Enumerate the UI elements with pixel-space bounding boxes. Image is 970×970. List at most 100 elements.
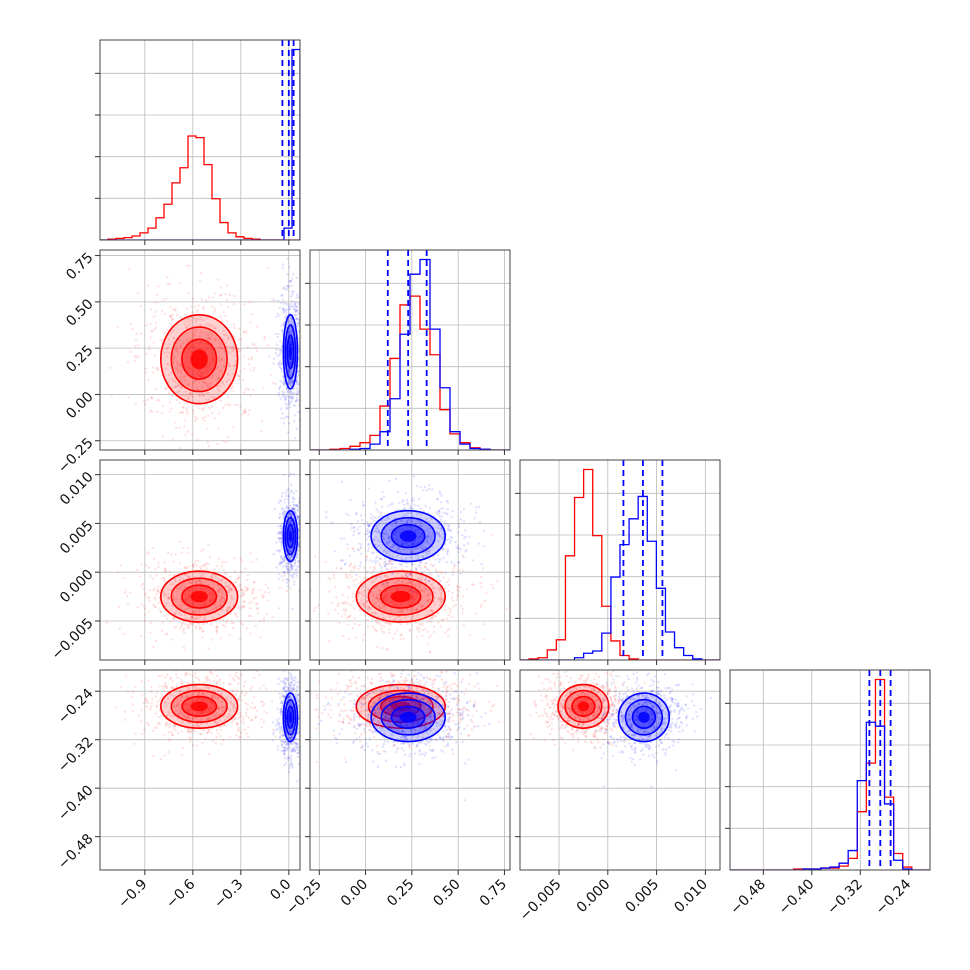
scatter-point [180, 345, 183, 348]
scatter-point [478, 521, 482, 524]
scatter-point [289, 562, 293, 566]
scatter-point [413, 597, 416, 600]
scatter-point [406, 511, 410, 514]
scatter-point [291, 392, 294, 395]
scatter-point [204, 349, 207, 352]
scatter-point [288, 548, 291, 551]
scatter-point [175, 385, 178, 389]
scatter-point [415, 568, 418, 572]
scatter-point [279, 555, 283, 559]
scatter-point [297, 559, 300, 563]
scatter-point [291, 290, 294, 293]
scatter-point [199, 604, 203, 608]
scatter-point [457, 590, 461, 593]
scatter-point [167, 710, 171, 714]
scatter-point [373, 519, 376, 523]
scatter-point [267, 267, 270, 270]
scatter-point [294, 400, 298, 403]
scatter-point [146, 398, 149, 402]
scatter-point [280, 540, 284, 544]
scatter-point [352, 566, 355, 569]
scatter-point [450, 515, 453, 519]
scatter-point [199, 615, 202, 619]
scatter-point [405, 522, 409, 525]
scatter-point [285, 407, 288, 410]
scatter-point [436, 621, 440, 624]
scatter-point [426, 534, 430, 537]
scatter-point [156, 588, 159, 591]
scatter-point [293, 504, 296, 507]
scatter-point [385, 593, 388, 596]
scatter-point [252, 597, 255, 600]
scatter-point [216, 680, 219, 683]
scatter-point [367, 524, 370, 528]
scatter-point [191, 297, 195, 301]
scatter-point [369, 522, 373, 525]
scatter-point [190, 615, 194, 618]
scatter-point [302, 526, 304, 528]
scatter-point [465, 548, 468, 552]
panel-frame [99, 249, 301, 451]
scatter-point [188, 589, 192, 592]
scatter-point [283, 316, 286, 319]
scatter-point [384, 529, 388, 532]
scatter-point [164, 570, 168, 573]
hist-red [520, 468, 720, 660]
scatter-point [282, 558, 285, 561]
scatter-point [178, 611, 181, 615]
scatter-point [461, 533, 464, 537]
scatter-point [228, 633, 231, 636]
scatter-point [211, 694, 214, 698]
scatter-point [302, 483, 304, 485]
scatter-point [383, 565, 386, 568]
scatter-point [179, 316, 183, 319]
scatter-point [430, 617, 433, 620]
scatter-point [194, 617, 197, 621]
scatter-point [284, 509, 287, 513]
scatter-point [240, 673, 243, 676]
scatter-point [297, 384, 300, 387]
scatter-point [274, 332, 277, 336]
scatter-point [282, 752, 286, 755]
scatter-point [195, 564, 198, 567]
scatter-point [302, 700, 304, 702]
scatter-point [474, 612, 477, 615]
scatter-point [433, 596, 437, 599]
scatter-point [403, 571, 407, 575]
scatter-point [394, 566, 397, 569]
scatter-point [382, 631, 386, 634]
scatter-point [281, 412, 284, 415]
scatter-point [234, 364, 237, 368]
scatter-point [393, 538, 397, 542]
scatter-point [389, 528, 392, 531]
scatter-point [386, 552, 390, 555]
scatter-point [180, 600, 183, 604]
panel-frame [99, 39, 301, 241]
scatter-point [293, 750, 296, 753]
scatter-point [456, 595, 459, 598]
scatter-point [244, 711, 248, 714]
scatter-point [417, 565, 421, 568]
scatter-point [396, 545, 400, 549]
scatter-point [232, 704, 235, 707]
scatter-point [425, 561, 428, 565]
scatter-point [224, 621, 228, 624]
scatter-point [196, 712, 199, 715]
scatter-point [183, 631, 186, 635]
scatter-point [297, 543, 300, 546]
scatter-point [171, 314, 174, 317]
scatter-point [242, 367, 246, 370]
scatter-point [415, 620, 418, 624]
contour-red [367, 577, 434, 616]
scatter-point [451, 570, 455, 573]
scatter-point [453, 562, 456, 566]
scatter-point [279, 532, 283, 536]
scatter-point [477, 505, 481, 509]
y-tick-label: 0.010 [57, 469, 97, 509]
scatter-point [181, 746, 184, 750]
scatter-point [431, 615, 434, 619]
scatter-point [400, 543, 403, 547]
scatter-point [171, 733, 175, 737]
scatter-point [290, 483, 293, 487]
scatter-point [289, 379, 293, 382]
